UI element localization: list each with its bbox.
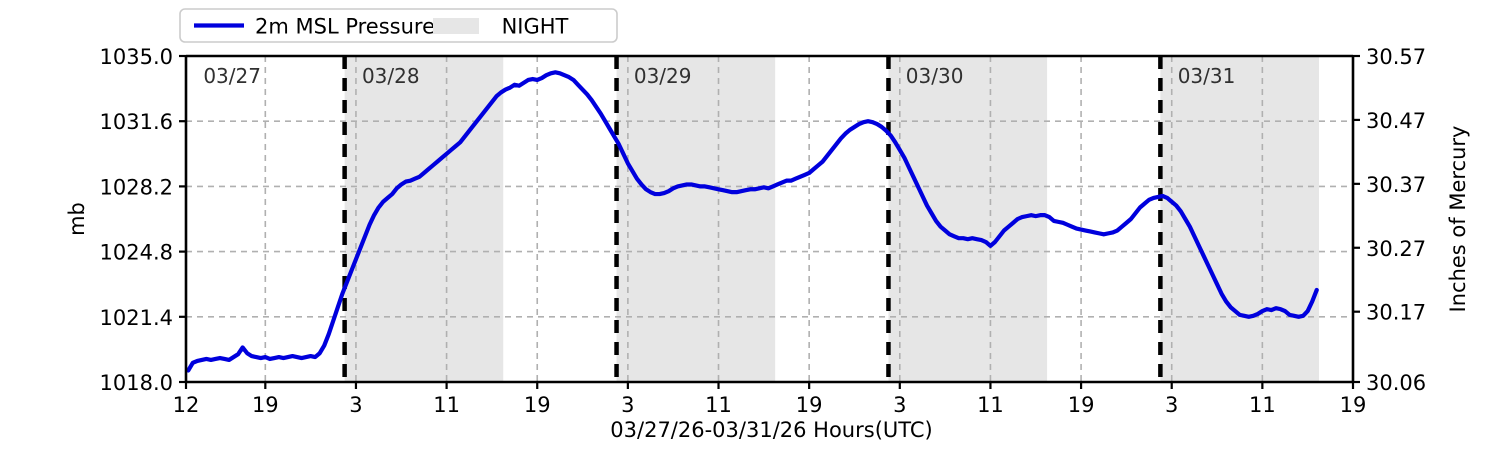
legend-night-swatch [433, 18, 479, 34]
y2-tick-label: 30.47 [1366, 109, 1426, 133]
y-tick-label: 1024.8 [100, 241, 173, 265]
day-label-text: 03/30 [906, 64, 964, 88]
y2-tick-label: 30.37 [1366, 173, 1426, 197]
x-tick-label: 19 [1068, 393, 1095, 417]
y-tick-label: 1031.6 [100, 110, 173, 134]
x-tick-label: 3 [893, 393, 906, 417]
legend-night-label: NIGHT [502, 15, 569, 39]
x-tick-label: 11 [705, 393, 732, 417]
x-tick-label: 12 [173, 393, 200, 417]
x-tick-label: 19 [524, 393, 551, 417]
y2-tick-label: 30.06 [1366, 371, 1426, 395]
night-shading-band [616, 56, 776, 382]
x-tick-label: 19 [796, 393, 823, 417]
y2-tick-label: 30.17 [1366, 301, 1426, 325]
y-tick-label: 1018.0 [100, 371, 173, 395]
night-shading-band [888, 56, 1048, 382]
left-axis-title: mb [65, 202, 89, 236]
x-tick-label: 19 [1340, 393, 1367, 417]
x-tick-label: 3 [621, 393, 634, 417]
right-axis-title: Inches of Mercury [1446, 126, 1470, 313]
y-tick-label: 1028.2 [100, 175, 173, 199]
pressure-series-line [186, 70, 1319, 373]
y2-tick-label: 30.57 [1366, 45, 1426, 69]
x-tick-label: 19 [252, 393, 279, 417]
x-tick-label: 11 [433, 393, 460, 417]
x-tick-label: 11 [977, 393, 1004, 417]
y-tick-label: 1035.0 [100, 45, 173, 69]
x-tick-label: 11 [1249, 393, 1276, 417]
y-tick-label: 1021.4 [100, 306, 173, 330]
legend-series-label: 2m MSL Pressure [255, 15, 435, 39]
x-tick-label: 3 [1165, 393, 1178, 417]
x-tick-label: 3 [349, 393, 362, 417]
day-label-text: 03/27 [203, 64, 261, 88]
y2-tick-label: 30.27 [1366, 237, 1426, 261]
night-shading-band [344, 56, 504, 382]
day-label-text: 03/28 [362, 64, 420, 88]
day-label-text: 03/31 [1178, 64, 1236, 88]
legend-box [179, 8, 618, 43]
day-label-text: 03/29 [634, 64, 692, 88]
x-axis-title: 03/27/26-03/31/26 Hours(UTC) [610, 418, 932, 442]
